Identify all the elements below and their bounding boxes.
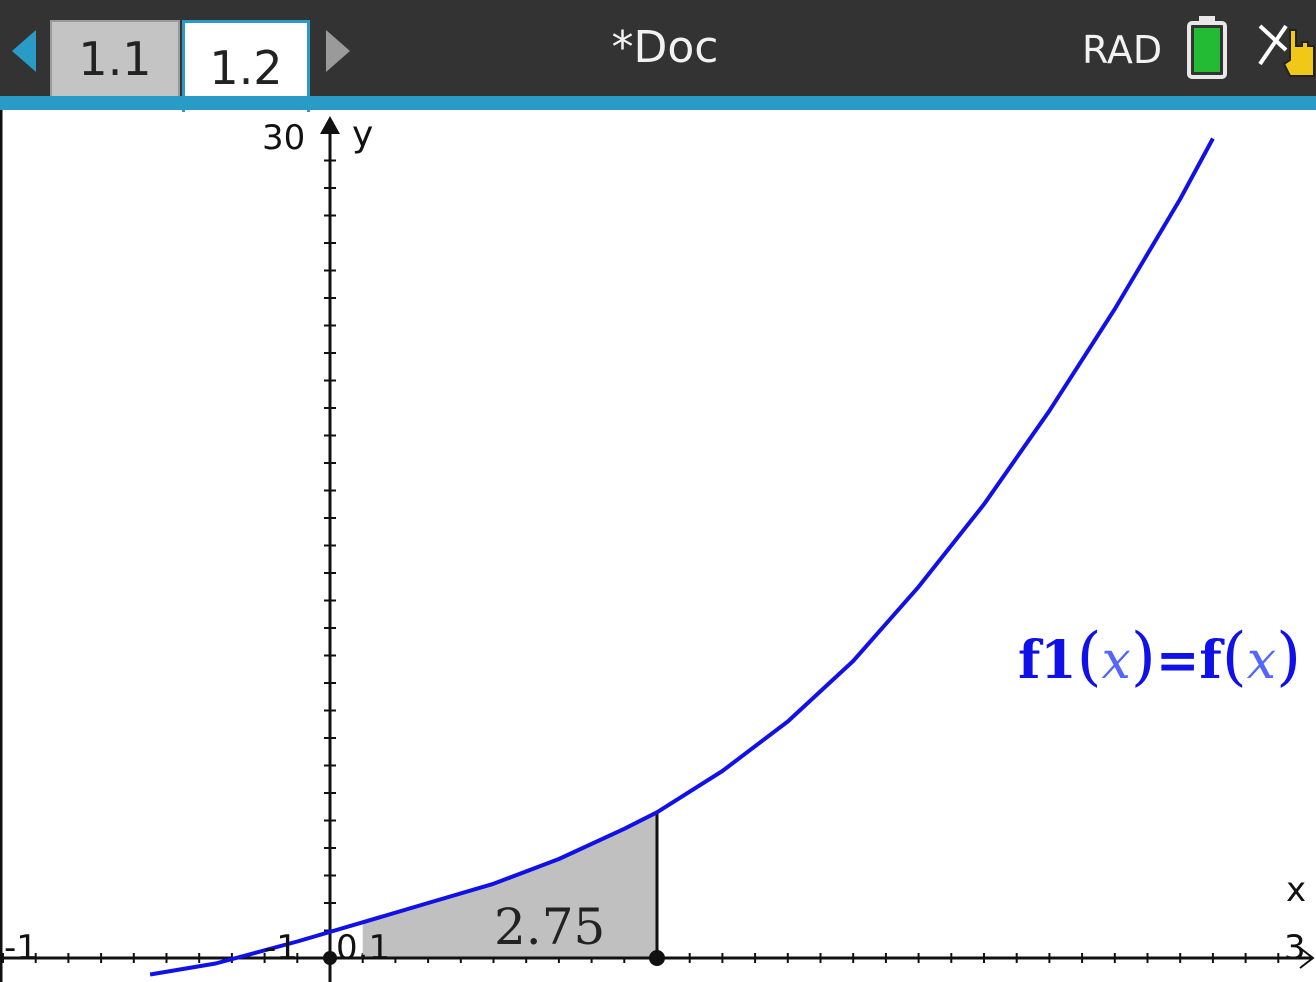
function-name: f1	[1018, 630, 1077, 691]
pointer-hand-icon[interactable]	[1256, 20, 1316, 80]
tab-page-1-1[interactable]: 1.1	[50, 20, 180, 96]
x-min-label: -1	[4, 928, 38, 968]
x-axis-label: x	[1286, 870, 1307, 910]
function-rhs: f	[1199, 630, 1222, 691]
document-title: *Doc	[611, 22, 719, 73]
x-axis-arrow-icon	[1299, 947, 1315, 969]
y-axis-arrow-icon	[320, 116, 340, 134]
y-axis-label: y	[352, 114, 374, 155]
graph-canvas[interactable]: 30 y x -1 -1 0.1 3 2.75 f1(x)=f(x)	[0, 110, 1316, 982]
battery-icon	[1187, 16, 1227, 79]
upper-bound-point[interactable]	[649, 950, 665, 966]
function-rhs-variable: x	[1246, 631, 1277, 691]
function-variable: x	[1101, 631, 1131, 691]
integral-value-label: 2.75	[494, 898, 606, 956]
lower-bound-label: 0.1	[336, 928, 391, 968]
prev-page-arrow-icon[interactable]	[8, 28, 40, 74]
y-min-label: -1	[264, 928, 298, 968]
lower-bound-point[interactable]	[323, 951, 337, 965]
function-label[interactable]: f1(x)=f(x)	[1018, 620, 1302, 694]
next-page-arrow-icon[interactable]	[322, 28, 354, 74]
y-max-label: 30	[262, 118, 306, 158]
graph-plot[interactable]	[0, 110, 1316, 982]
function-curve-f1[interactable]	[149, 137, 1215, 977]
document-toolbar: 1.1 1.2 *Doc RAD	[0, 0, 1316, 112]
angle-mode-indicator: RAD	[1082, 28, 1163, 72]
x-max-label: 3	[1284, 928, 1306, 968]
toolbar-accent-bar	[0, 96, 1316, 110]
